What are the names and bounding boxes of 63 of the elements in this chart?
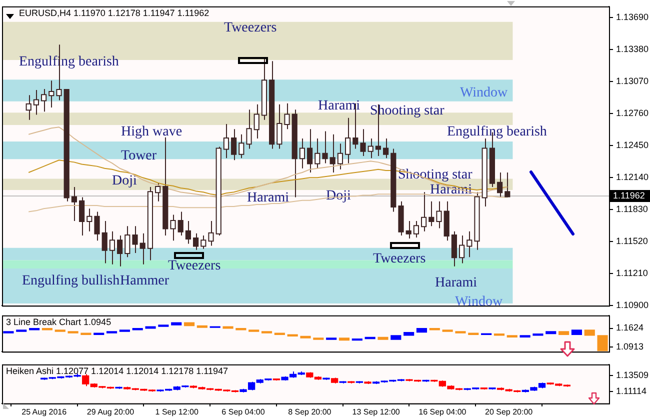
- candlestick: [436, 200, 442, 229]
- bar: [300, 336, 311, 338]
- bar: [378, 336, 388, 340]
- y-tick-label: 1.11210: [616, 268, 648, 278]
- bar: [338, 338, 350, 341]
- bar: [184, 322, 195, 326]
- y-tick-label: 1.11520: [616, 236, 648, 246]
- annotation: Hammer: [120, 274, 170, 289]
- annotation: Tower: [121, 148, 157, 164]
- y-tick-label: 1.12140: [616, 172, 649, 182]
- bar: [222, 326, 234, 329]
- bar: [171, 322, 182, 326]
- x-tick-label: 20 Sep 20:00: [485, 407, 534, 416]
- bar: [145, 326, 156, 329]
- bar: [196, 325, 208, 328]
- y-tick-label: 1.0913: [616, 341, 644, 352]
- x-tick-label: 16 Sep 04:00: [418, 407, 467, 416]
- bar: [546, 331, 556, 334]
- annotation: Doji: [112, 174, 137, 189]
- bar: [571, 330, 582, 335]
- chart-title: EURUSD,H4 1.11970 1.12178 1.11947 1.11962: [19, 8, 210, 18]
- chart-title: Heiken Ashi 1.12077 1.12014 1.12014 1.12178 1.11947: [6, 366, 228, 376]
- annotation: Tweezers: [168, 258, 221, 274]
- candlestick: [284, 102, 290, 130]
- y-tick-label: 1.12450: [616, 140, 649, 150]
- annotation: Tweezers: [373, 252, 426, 267]
- y-tick-label: 1.10900: [616, 300, 649, 310]
- y-tick-label: 1.11830: [616, 204, 648, 214]
- y-tick-label: 1.11114: [616, 386, 647, 396]
- y-tick-label: 1.13509: [616, 370, 649, 380]
- y-tick-label: 1.12760: [616, 108, 649, 118]
- annotation: Harami: [435, 276, 478, 291]
- annotation: Engulfing bullish: [22, 274, 120, 289]
- bar: [416, 328, 428, 333]
- bar: [390, 335, 402, 340]
- annotation: High wave: [121, 124, 182, 140]
- chart-title: 3 Line Break Chart 1.0945: [6, 317, 112, 328]
- annotation: Harami: [247, 190, 290, 206]
- x-tick-label: 6 Sep 04:00: [222, 407, 266, 416]
- y-tick-label: 1.1624: [616, 322, 644, 333]
- candlestick: [94, 211, 100, 242]
- annotation: Engulfing bearish: [447, 124, 547, 140]
- candlestick: [360, 128, 366, 156]
- x-tick-label: 29 Aug 20:00: [86, 407, 135, 416]
- bar: [520, 335, 530, 338]
- y-tick-label: 1.13380: [616, 44, 649, 54]
- x-tick-label: 8 Sep 20:00: [288, 407, 332, 416]
- y-tick-label: 1.13070: [616, 76, 649, 86]
- bar: [558, 331, 570, 335]
- candlestick: [474, 192, 480, 250]
- x-tick-label: 1 Sep 12:00: [155, 407, 199, 416]
- x-tick-label: 13 Sep 12:00: [352, 407, 400, 416]
- candlestick: [246, 109, 252, 150]
- annotation: Window: [460, 86, 509, 101]
- bar: [584, 330, 595, 336]
- y-tick-label: 1.13690: [616, 12, 649, 22]
- bar: [597, 335, 608, 352]
- ref-line-label: 1.11962: [613, 190, 645, 201]
- annotation: Tweezers: [224, 20, 277, 36]
- candlestick: [398, 200, 404, 236]
- bar: [506, 335, 518, 338]
- bar: [404, 332, 414, 336]
- x-tick-label: 25 Aug 2016: [22, 407, 68, 416]
